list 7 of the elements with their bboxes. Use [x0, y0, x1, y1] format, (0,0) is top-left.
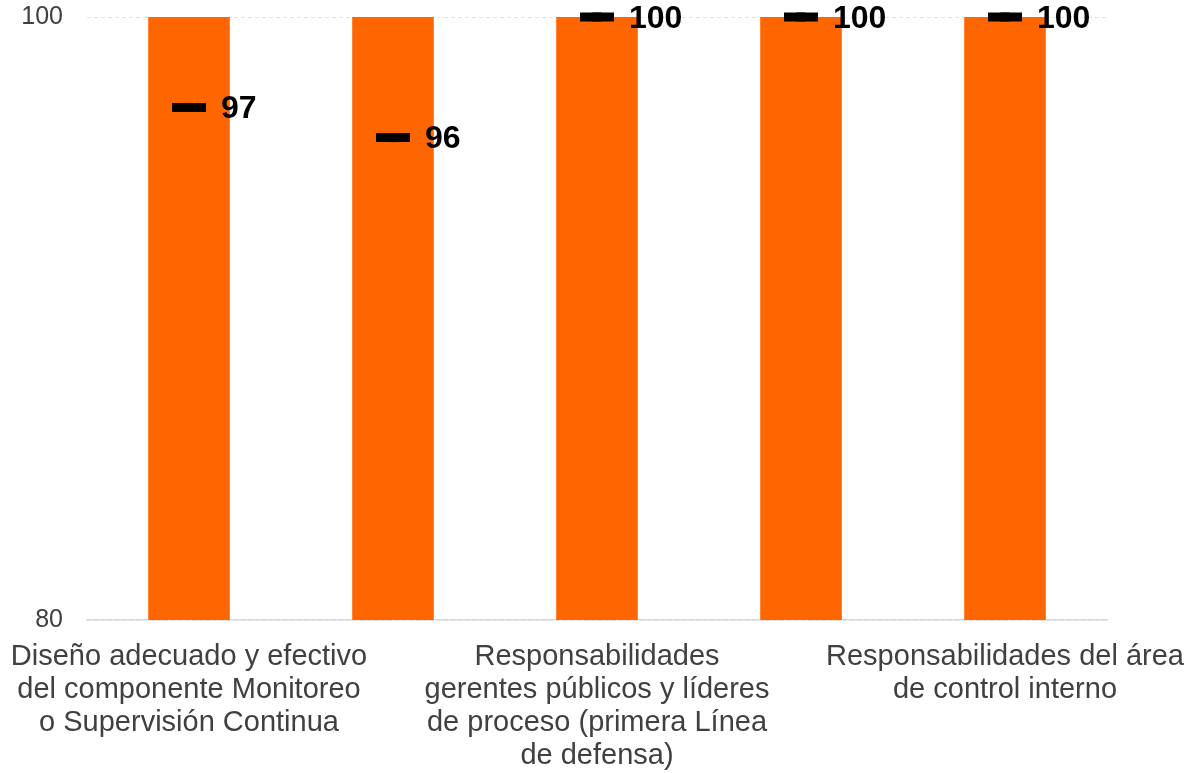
data-label: 100 [833, 0, 887, 35]
x-tick-label: Responsabilidades gerentes públicos y líderes de proceso (primera Línea de defensa) [424, 638, 770, 770]
data-label: 100 [1037, 0, 1091, 35]
y-tick-label: 80 [35, 603, 63, 632]
data-label: 100 [629, 0, 683, 35]
x-tick-label: Diseño adecuado y efectivo del componente Monitoreo o Supervisión Continua [10, 638, 368, 737]
x-tick-label: Responsabilidades del área de control interno [826, 638, 1185, 704]
